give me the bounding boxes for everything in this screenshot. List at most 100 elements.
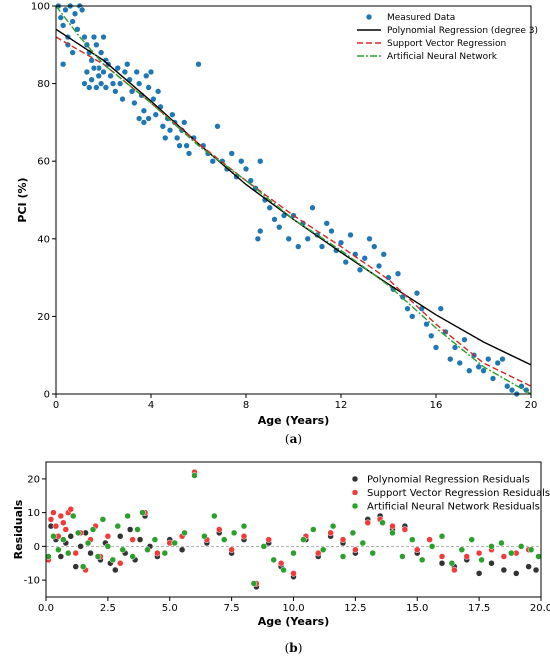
residual-point xyxy=(352,546,359,553)
residual-point xyxy=(468,536,475,543)
residual-point xyxy=(117,560,124,567)
residual-point xyxy=(89,526,97,533)
residual-point xyxy=(45,553,52,560)
residual-point xyxy=(500,553,508,560)
measured-data-point xyxy=(461,336,468,343)
measured-data-point xyxy=(370,243,378,250)
panel-a-axes-frame xyxy=(55,5,532,395)
residual-point xyxy=(129,553,136,560)
measured-data-point xyxy=(145,115,152,122)
residual-point xyxy=(191,472,198,479)
measured-data-point xyxy=(90,64,98,72)
panel-a-x-axis-label: Age (Years) xyxy=(258,414,330,427)
measured-data-point xyxy=(328,227,335,235)
residual-point xyxy=(438,553,446,560)
x-tick-label: 20.0 xyxy=(530,603,550,614)
residual-point xyxy=(438,560,446,567)
panel-a-legend: Measured Data Polynomial Regression (degr… xyxy=(357,13,538,62)
measured-data-point xyxy=(90,33,98,41)
panel-a-y-axis-label: PCI (%) xyxy=(16,177,29,222)
residual-point xyxy=(517,543,525,550)
panel-a-caption: (a) xyxy=(285,432,302,446)
measured-data-point xyxy=(228,150,236,157)
panel-b-caption-letter: b xyxy=(289,641,297,655)
residual-point xyxy=(527,546,535,553)
residual-point xyxy=(134,526,141,533)
residual-point xyxy=(463,553,470,560)
residual-point xyxy=(84,539,92,547)
measured-data-point xyxy=(173,134,181,142)
measured-data-point xyxy=(237,157,245,165)
residual-point xyxy=(72,563,79,570)
measured-data-point xyxy=(294,243,302,250)
residual-point xyxy=(475,570,483,577)
measured-data-point xyxy=(304,235,312,243)
residual-point xyxy=(250,580,258,587)
measured-data-point xyxy=(508,386,516,394)
residual-point xyxy=(260,543,268,550)
measured-data-point xyxy=(256,227,264,235)
x-tick-label: 5.0 xyxy=(162,603,178,614)
measured-data-point xyxy=(100,33,107,41)
x-tick-label: 12.5 xyxy=(344,603,366,614)
measured-data-point xyxy=(366,235,373,243)
residual-point xyxy=(310,526,317,533)
residual-point xyxy=(139,509,146,516)
measured-data-point xyxy=(446,355,454,363)
measured-data-point xyxy=(408,313,416,320)
measured-data-point xyxy=(254,235,262,243)
measured-data-point xyxy=(309,204,316,212)
residual-point xyxy=(270,556,277,564)
panel-a-caption-close: ) xyxy=(297,432,302,446)
residual-point xyxy=(69,512,77,520)
residual-point xyxy=(50,533,57,540)
measured-data-point xyxy=(88,57,95,64)
measured-data-point xyxy=(413,289,421,297)
residual-point xyxy=(60,519,67,526)
legend-marker xyxy=(351,489,359,496)
panel-a-caption-letter: a xyxy=(290,432,298,446)
measured-data-point xyxy=(161,134,169,142)
residual-point xyxy=(488,560,495,567)
measured-data-point xyxy=(394,270,402,278)
legend-label: Support Vector Regression Residuals xyxy=(367,488,550,499)
measured-data-point xyxy=(323,219,331,227)
measured-data-point xyxy=(97,80,105,87)
measured-data-point xyxy=(69,18,76,25)
residual-point xyxy=(532,566,540,574)
residual-point xyxy=(119,546,126,553)
residual-point xyxy=(151,536,159,543)
residual-point xyxy=(60,536,67,543)
measured-data-point xyxy=(112,88,119,95)
measured-data-point xyxy=(97,49,105,56)
residual-point xyxy=(136,536,144,543)
measured-data-point xyxy=(133,68,141,76)
measured-data-point xyxy=(71,10,79,18)
y-tick-label: 20 xyxy=(37,312,50,323)
y-tick-label: 20 xyxy=(27,474,40,485)
measured-data-point xyxy=(114,64,122,72)
x-tick-label: 8 xyxy=(243,400,249,411)
x-tick-label: 0.0 xyxy=(38,603,54,614)
residual-point xyxy=(117,533,124,540)
measured-data-point xyxy=(480,367,487,375)
measured-data-point xyxy=(140,119,148,126)
measured-data-point xyxy=(337,239,345,246)
residual-point xyxy=(178,546,186,553)
residual-point xyxy=(389,522,396,530)
panel-a-caption-open: ( xyxy=(285,432,290,446)
panel-b-x-axis-label: Age (Years) xyxy=(258,615,330,628)
measured-data-point xyxy=(81,33,88,41)
residual-point xyxy=(428,543,436,550)
measured-data-point xyxy=(135,80,143,87)
measured-data-point xyxy=(166,126,174,134)
measured-data-point xyxy=(209,157,217,165)
residual-point xyxy=(513,570,520,577)
residual-point xyxy=(349,529,357,537)
measured-data-point xyxy=(150,95,157,103)
measured-data-point xyxy=(214,122,221,130)
measured-data-point xyxy=(119,95,126,103)
fit-line xyxy=(55,28,532,366)
measured-data-point xyxy=(109,80,117,87)
measured-data-point xyxy=(242,165,250,173)
